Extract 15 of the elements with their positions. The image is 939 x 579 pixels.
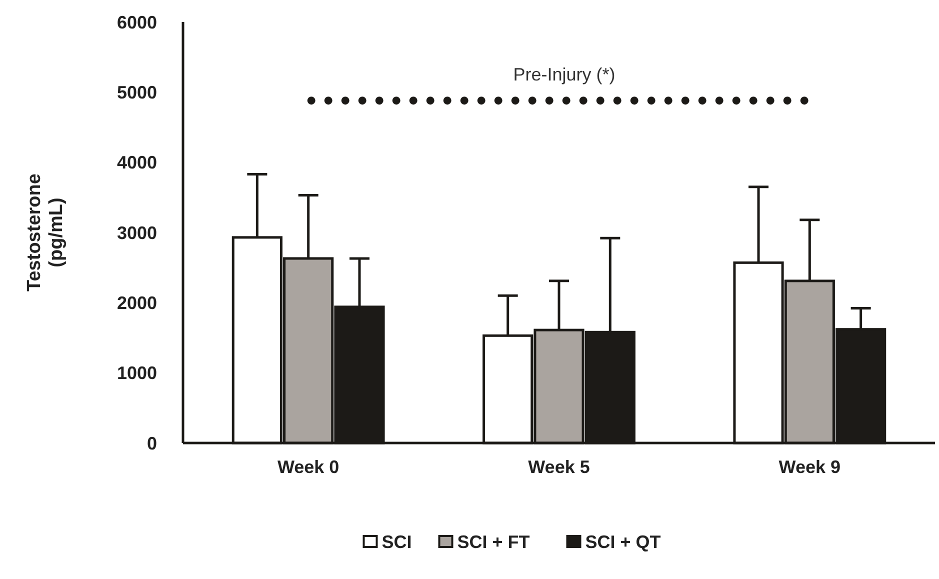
y-tick-label: 3000 bbox=[116, 222, 157, 243]
y-axis-title: Testosterone (pg/mL) bbox=[24, 174, 67, 292]
y-tick-label: 4000 bbox=[116, 152, 157, 173]
y-tick-label: 2000 bbox=[116, 292, 157, 313]
y-tick-label: 0 bbox=[146, 433, 157, 454]
x-tick-label: Week 9 bbox=[778, 457, 841, 477]
legend-label: SCI + FT bbox=[457, 532, 530, 552]
x-tick-label: Week 0 bbox=[277, 457, 340, 477]
legend-label: SCI bbox=[382, 532, 412, 552]
y-tick-label: 5000 bbox=[116, 82, 157, 102]
x-tick-label: Week 5 bbox=[528, 457, 590, 477]
legend-label: SCI + QT bbox=[585, 532, 661, 552]
y-tick-label: 6000 bbox=[116, 12, 157, 32]
y-tick-label: 1000 bbox=[116, 363, 157, 384]
ref-line-label: Pre-Injury (*) bbox=[513, 64, 616, 85]
